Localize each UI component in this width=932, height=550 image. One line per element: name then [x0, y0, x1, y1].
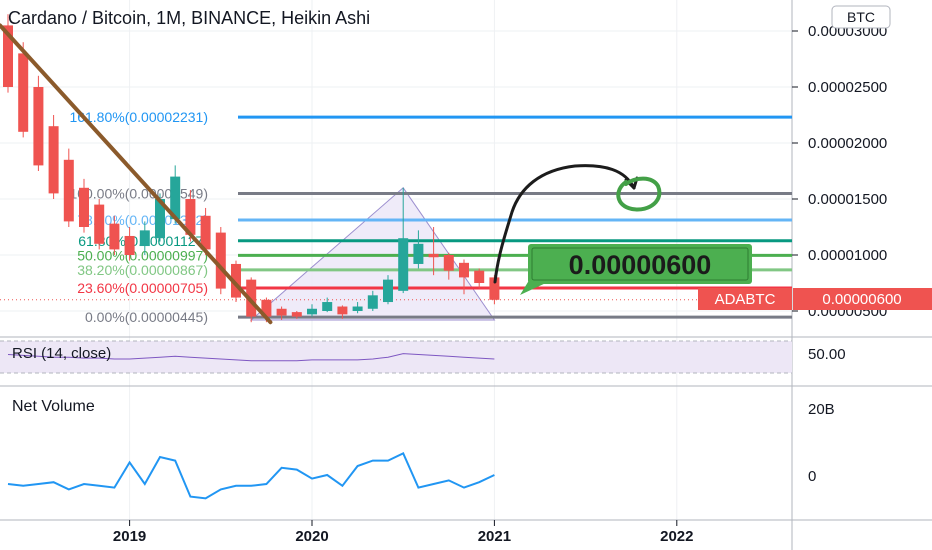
candle-body[interactable]: [109, 223, 120, 250]
time-tick-label: 2021: [478, 528, 511, 545]
downtrend-line[interactable]: [0, 23, 273, 325]
candle-body[interactable]: [383, 279, 393, 303]
candle-body[interactable]: [276, 308, 287, 316]
symbol-tag: [698, 288, 792, 310]
candle-body[interactable]: [398, 238, 409, 291]
target-circle[interactable]: [616, 176, 662, 212]
candle-body[interactable]: [291, 312, 302, 317]
candle-body[interactable]: [155, 199, 165, 239]
price-callout-text: 0.00000600: [569, 250, 712, 280]
candle-body[interactable]: [215, 232, 226, 289]
price-tick-label: 0.00002000: [808, 135, 887, 152]
candle-body[interactable]: [443, 255, 454, 271]
candle-body[interactable]: [79, 187, 89, 227]
candle-body[interactable]: [246, 279, 257, 317]
last-price-tag-text: 0.00000600: [822, 291, 901, 308]
candle-body[interactable]: [200, 215, 211, 250]
currency-badge[interactable]: [831, 5, 891, 29]
candle-body[interactable]: [139, 230, 150, 247]
rsi-label[interactable]: RSI (14, close): [12, 345, 111, 362]
candle-body[interactable]: [322, 302, 333, 311]
symbol-tag-text: ADABTC: [715, 291, 776, 308]
candle-body[interactable]: [307, 308, 317, 315]
volume-tick-zero: 0: [808, 468, 816, 485]
candle-body[interactable]: [185, 199, 196, 235]
last-price-tag: [793, 288, 932, 310]
candle-body[interactable]: [337, 306, 348, 315]
hand-drawn-arrow[interactable]: [493, 164, 636, 284]
time-tick-label: 2022: [660, 528, 693, 545]
candle-body[interactable]: [94, 204, 105, 244]
fib-level-label: 161.80%(0.00002231): [69, 109, 208, 125]
price-axis[interactable]: 0.000030000.000025000.000020000.00001500…: [792, 23, 887, 320]
volume-tick-top: 20B: [808, 401, 835, 418]
candle-body[interactable]: [33, 87, 44, 166]
chart-title: Cardano / Bitcoin, 1M, BINANCE, Heikin A…: [8, 8, 370, 28]
candle-body[interactable]: [367, 295, 378, 309]
net-volume-line[interactable]: [7, 452, 495, 500]
candle-body[interactable]: [231, 263, 241, 298]
price-callout-pointer: [520, 282, 548, 295]
fib-level-label: 23.60%(0.00000705): [77, 280, 208, 296]
price-tick-label: 0.00001500: [808, 191, 887, 208]
time-axis[interactable]: 2019 2020 2021 2022: [113, 520, 694, 545]
fib-level-label: 50.00%(0.00000997): [77, 247, 208, 263]
price-tick-label: 0.00001000: [808, 247, 887, 264]
candle-body[interactable]: [18, 53, 29, 132]
candlestick-series[interactable]: [3, 14, 500, 323]
time-tick-label: 2020: [295, 528, 328, 545]
rsi-line[interactable]: [7, 353, 495, 362]
candle-body[interactable]: [3, 25, 13, 87]
price-tick-label: 0.00002500: [808, 79, 887, 96]
candle-body[interactable]: [170, 176, 181, 220]
candle-body[interactable]: [413, 243, 424, 264]
price-callout-inner: [531, 247, 749, 281]
fib-level-label: 0.00%(0.00000445): [85, 309, 208, 325]
candle-body[interactable]: [489, 277, 500, 300]
candle-body[interactable]: [428, 253, 439, 258]
currency-badge-text: BTC: [847, 9, 875, 25]
candle-body[interactable]: [474, 270, 485, 283]
candle-body[interactable]: [48, 126, 59, 194]
candle-body[interactable]: [459, 262, 469, 278]
rsi-band: [0, 341, 792, 373]
volume-label[interactable]: Net Volume: [12, 398, 95, 415]
time-tick-label: 2019: [113, 528, 146, 545]
fib-level-label: 38.20%(0.00000867): [77, 262, 208, 278]
rsi-value-label: 50.00: [808, 346, 846, 363]
candle-body[interactable]: [124, 235, 135, 255]
candle-body[interactable]: [261, 299, 272, 317]
volume-pane[interactable]: [0, 388, 792, 520]
candle-body[interactable]: [63, 159, 74, 222]
candle-body[interactable]: [352, 306, 363, 311]
price-callout-box[interactable]: [528, 244, 752, 284]
